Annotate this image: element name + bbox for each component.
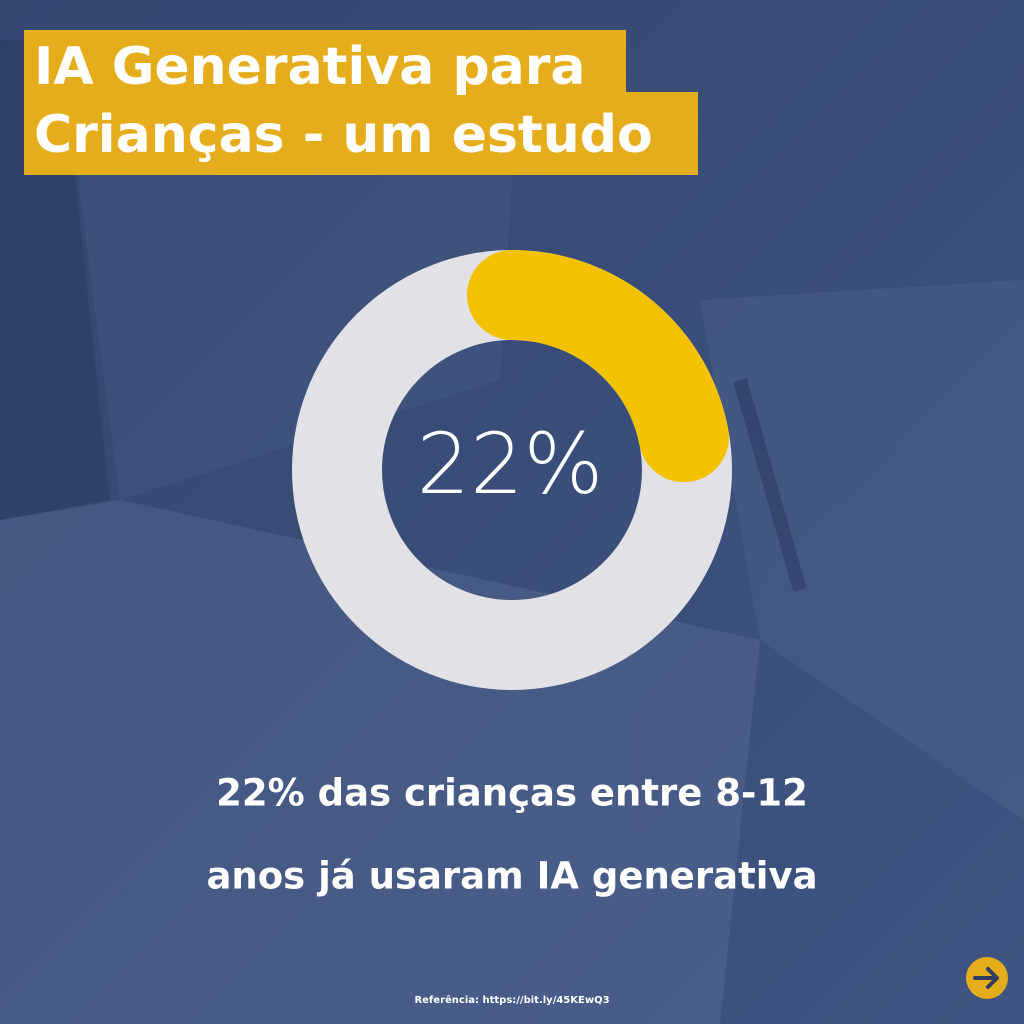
title-highlight <box>24 30 626 102</box>
title: Crianças - um estudo <box>34 105 653 165</box>
title-highlight <box>24 92 698 175</box>
source: Referência: https://bit.ly/45KEwQ3 <box>414 994 609 1006</box>
donut-segment <box>467 250 729 483</box>
caption: anos já usaram IA generativa <box>206 855 817 898</box>
next-arrow <box>973 967 999 989</box>
title: IA Generativa para <box>34 37 585 97</box>
caption: 22% das crianças entre 8-12 <box>216 772 808 815</box>
center-label: 22% <box>417 415 604 513</box>
